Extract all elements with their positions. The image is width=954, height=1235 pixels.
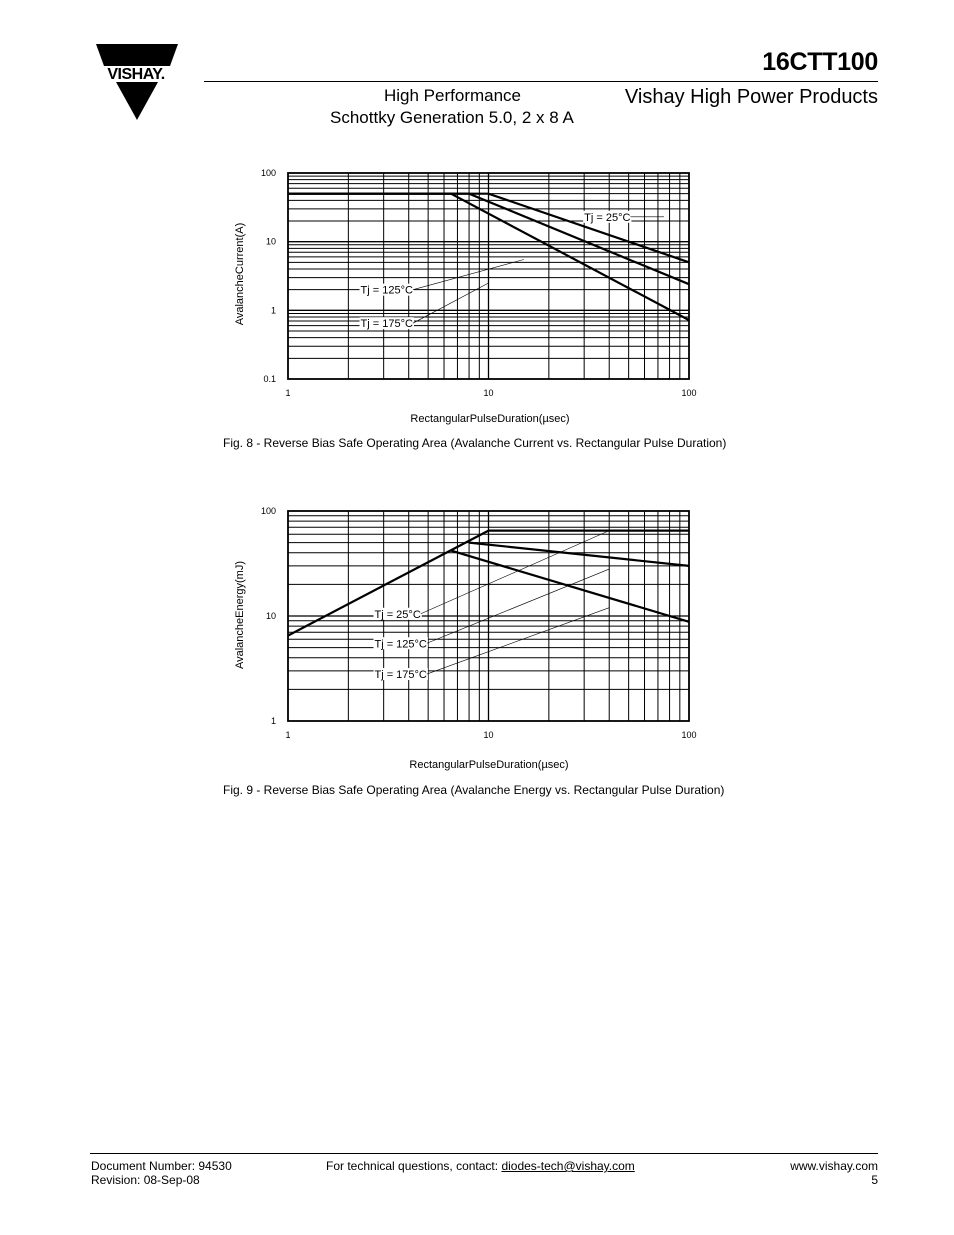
subtitle-line-2: Schottky Generation 5.0, 2 x 8 A: [330, 108, 574, 127]
contact-email-link[interactable]: diodes-tech@vishay.com: [501, 1159, 635, 1173]
annotation-label-bg: [373, 668, 428, 681]
annotation-label-bg: [583, 210, 632, 223]
y-tick-label: 1: [271, 305, 276, 315]
annotation-label-bg: [359, 283, 414, 296]
subtitle-line-1: High Performance: [384, 86, 522, 105]
y-tick-label: 1: [271, 716, 276, 726]
vishay-logo: VISHAY.: [88, 44, 184, 120]
y-tick-label: 10: [266, 237, 276, 247]
plot-frame: [287, 172, 690, 380]
plot-frame: [287, 510, 690, 722]
y-tick-label: 100: [261, 168, 276, 178]
annotation-label-bg: [373, 607, 422, 620]
annotation-leader: [426, 568, 610, 644]
x-tick-label: 100: [681, 388, 696, 398]
y-axis-title: AvalancheEnergy(mJ): [234, 561, 246, 669]
annotation-leader: [412, 282, 489, 324]
x-tick-label: 10: [483, 388, 493, 398]
header-divider: [204, 81, 878, 82]
annotation-label-bg: [359, 317, 414, 330]
annotation-label: Tj = 25°C: [584, 212, 630, 224]
x-tick-label: 100: [681, 730, 696, 740]
x-tick-label: 10: [483, 730, 493, 740]
y-tick-label: 10: [266, 611, 276, 621]
series-line-3: [288, 192, 690, 322]
fig8-caption: Fig. 8 - Reverse Bias Safe Operating Are…: [223, 436, 727, 450]
x-tick-label: 1: [285, 388, 290, 398]
y-axis-title: AvalancheCurrent(A): [234, 223, 246, 326]
x-tick-label: 1: [285, 730, 290, 740]
y-tick-label: 0.1: [263, 374, 276, 384]
svg-text:VISHAY.: VISHAY.: [107, 66, 164, 83]
x-axis-title: RectangularPulseDuration(µsec): [409, 759, 568, 771]
x-axis-title: RectangularPulseDuration(µsec): [410, 413, 569, 425]
annotation-label: Tj = 125°C: [374, 638, 426, 650]
annotation-label: Tj = 175°C: [374, 669, 426, 681]
division-title: Vishay High Power Products: [624, 86, 878, 108]
y-tick-label: 100: [261, 506, 276, 516]
series-line-2: [468, 541, 690, 567]
document-number: Document Number: 94530: [91, 1159, 232, 1173]
annotation-leader: [420, 530, 610, 615]
contact-line: For technical questions, contact: diodes…: [326, 1159, 635, 1173]
page-number: 5: [871, 1173, 878, 1187]
fig9-caption: Fig. 9 - Reverse Bias Safe Operating Are…: [223, 783, 725, 797]
website-link[interactable]: www.vishay.com: [790, 1159, 878, 1173]
annotation-label: Tj = 125°C: [361, 285, 413, 297]
annotation-leader: [412, 259, 524, 290]
annotation-label: Tj = 25°C: [374, 609, 420, 621]
series-line-3: [450, 549, 690, 623]
series-line-1: [287, 529, 689, 637]
contact-prefix: For technical questions, contact:: [326, 1159, 502, 1173]
annotation-label-bg: [373, 637, 428, 650]
footer-divider: [90, 1153, 878, 1154]
annotation-label: Tj = 175°C: [361, 318, 413, 330]
annotation-leader: [426, 607, 610, 675]
revision-date: Revision: 08-Sep-08: [91, 1173, 200, 1187]
part-number: 16CTT100: [762, 48, 878, 76]
